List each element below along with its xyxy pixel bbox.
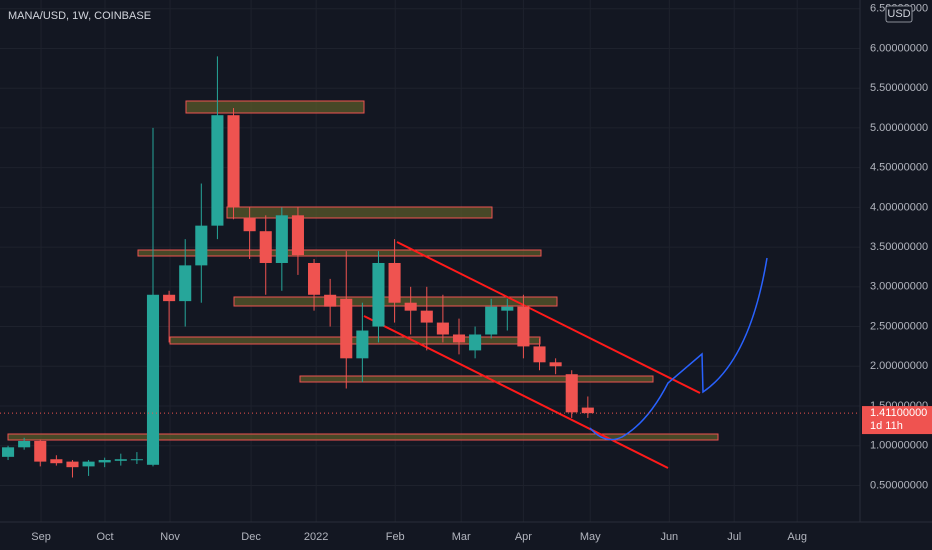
- candle-body: [243, 218, 256, 232]
- candle-body: [372, 262, 385, 327]
- candle-body: [114, 459, 127, 461]
- candle-body: [179, 265, 192, 302]
- candle-body: [565, 374, 578, 413]
- y-tick-label: 0.50000000: [870, 479, 928, 491]
- candle-body: [340, 298, 353, 359]
- candle-body: [324, 294, 337, 307]
- candle-body: [533, 346, 546, 363]
- candle-body: [195, 225, 208, 266]
- candle-body: [469, 334, 482, 351]
- candle-body: [163, 294, 176, 302]
- x-tick-label: Jun: [660, 531, 678, 543]
- candle-body: [291, 215, 304, 256]
- candle-body: [485, 306, 498, 335]
- x-tick-label: Jul: [727, 531, 741, 543]
- y-tick-label: 4.50000000: [870, 162, 928, 174]
- y-tick-label: 3.00000000: [870, 281, 928, 293]
- price-box: [862, 406, 932, 435]
- candle-body: [388, 262, 401, 303]
- channel-line: [396, 241, 701, 394]
- candle-body: [420, 310, 433, 323]
- candle-body: [18, 440, 31, 448]
- currency-label: USD: [887, 8, 910, 20]
- candle-body: [549, 362, 562, 367]
- candle-body: [452, 334, 466, 343]
- zone: [169, 336, 541, 345]
- channel-line: [363, 315, 669, 469]
- zone: [185, 100, 365, 114]
- x-tick-label: Apr: [515, 531, 532, 543]
- y-tick-label: 2.00000000: [870, 360, 928, 372]
- x-tick-label: Nov: [160, 531, 180, 543]
- candle-body: [275, 215, 288, 263]
- candle-body: [436, 322, 449, 335]
- candle-body: [2, 447, 15, 457]
- countdown-label: 1d 11h: [870, 420, 903, 432]
- x-tick-label: Mar: [452, 531, 471, 543]
- candle-body: [259, 231, 272, 263]
- candle-body: [211, 115, 224, 226]
- candle-body: [356, 330, 369, 359]
- zone: [299, 375, 654, 383]
- y-tick-label: 2.50000000: [870, 320, 928, 332]
- y-tick-label: 5.00000000: [870, 122, 928, 134]
- chart-title: MANA/USD, 1W, COINBASE: [8, 10, 151, 22]
- candle-body: [581, 407, 594, 414]
- candle-body: [308, 262, 321, 295]
- projection-curve: [589, 257, 768, 441]
- zone: [226, 206, 493, 219]
- y-tick-label: 6.00000000: [870, 42, 928, 54]
- candle-body: [34, 440, 47, 462]
- candle-body: [227, 115, 240, 208]
- candle-body: [66, 461, 79, 468]
- candle-body: [146, 294, 160, 465]
- x-tick-label: May: [580, 531, 601, 543]
- candle-body: [130, 459, 143, 461]
- candle-body: [82, 461, 95, 467]
- candle-body: [98, 460, 111, 463]
- x-axis: Sep Oct Nov Dec 2022 Feb Mar Apr May Jun Jul Aug: [31, 531, 807, 543]
- x-tick-label: Oct: [96, 531, 113, 543]
- y-tick-label: 3.50000000: [870, 241, 928, 253]
- candles: [2, 56, 594, 478]
- x-tick-label: Aug: [787, 531, 807, 543]
- zone: [137, 249, 542, 257]
- candle-body: [50, 459, 63, 464]
- x-tick-label: Dec: [241, 531, 261, 543]
- zone: [7, 433, 719, 441]
- x-tick-label: 2022: [304, 531, 328, 543]
- x-tick-label: Sep: [31, 531, 51, 543]
- price-label: 1.41100000: [870, 407, 927, 419]
- y-tick-label: 1.00000000: [870, 440, 928, 452]
- candle-body: [501, 306, 514, 311]
- y-tick-label: 4.00000000: [870, 201, 928, 213]
- currency-box: [885, 5, 913, 23]
- candle-body: [404, 302, 417, 311]
- y-tick-label: 5.50000000: [870, 82, 928, 94]
- x-tick-label: Feb: [386, 531, 405, 543]
- candle-body: [517, 306, 530, 347]
